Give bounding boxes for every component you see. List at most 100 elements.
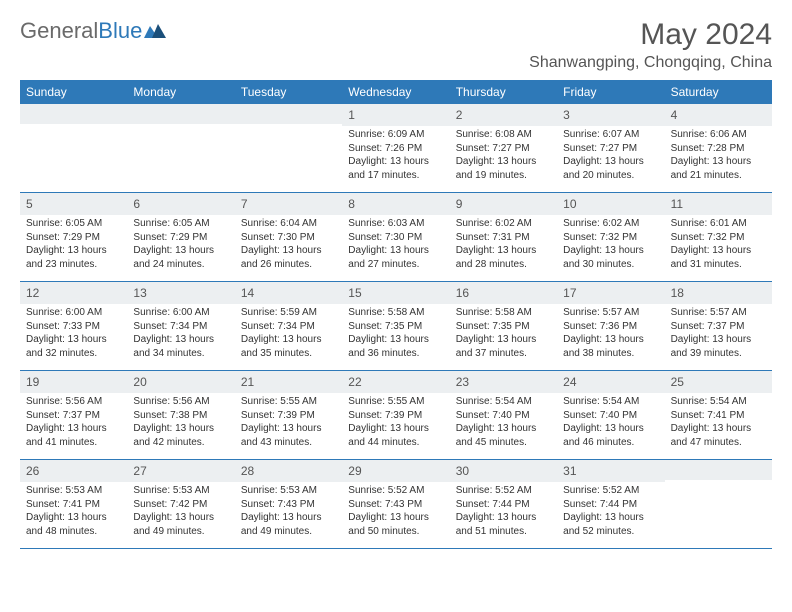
day-header-fri: Friday bbox=[557, 80, 664, 104]
daylight: Daylight: 13 hours and 37 minutes. bbox=[456, 333, 551, 360]
day-info: Sunrise: 6:03 AMSunset: 7:30 PMDaylight:… bbox=[342, 217, 449, 275]
sunrise: Sunrise: 5:53 AM bbox=[133, 484, 228, 498]
day-info: Sunrise: 5:56 AMSunset: 7:38 PMDaylight:… bbox=[127, 395, 234, 453]
sunrise: Sunrise: 5:52 AM bbox=[348, 484, 443, 498]
day-number: 14 bbox=[235, 282, 342, 304]
calendar-cell: 23Sunrise: 5:54 AMSunset: 7:40 PMDayligh… bbox=[450, 371, 557, 459]
calendar-cell bbox=[665, 460, 772, 548]
sunrise: Sunrise: 5:58 AM bbox=[348, 306, 443, 320]
sunset: Sunset: 7:37 PM bbox=[26, 409, 121, 423]
daylight: Daylight: 13 hours and 19 minutes. bbox=[456, 155, 551, 182]
daylight: Daylight: 13 hours and 47 minutes. bbox=[671, 422, 766, 449]
day-number: 30 bbox=[450, 460, 557, 482]
week-row: 12Sunrise: 6:00 AMSunset: 7:33 PMDayligh… bbox=[20, 282, 772, 371]
sunset: Sunset: 7:43 PM bbox=[348, 498, 443, 512]
day-number bbox=[20, 104, 127, 124]
sunset: Sunset: 7:40 PM bbox=[456, 409, 551, 423]
day-header-sun: Sunday bbox=[20, 80, 127, 104]
day-info: Sunrise: 6:00 AMSunset: 7:34 PMDaylight:… bbox=[127, 306, 234, 364]
day-info: Sunrise: 5:58 AMSunset: 7:35 PMDaylight:… bbox=[450, 306, 557, 364]
day-info: Sunrise: 5:52 AMSunset: 7:44 PMDaylight:… bbox=[450, 484, 557, 542]
day-info: Sunrise: 6:04 AMSunset: 7:30 PMDaylight:… bbox=[235, 217, 342, 275]
calendar-cell: 21Sunrise: 5:55 AMSunset: 7:39 PMDayligh… bbox=[235, 371, 342, 459]
day-info: Sunrise: 6:02 AMSunset: 7:32 PMDaylight:… bbox=[557, 217, 664, 275]
sunrise: Sunrise: 5:55 AM bbox=[241, 395, 336, 409]
day-info: Sunrise: 5:59 AMSunset: 7:34 PMDaylight:… bbox=[235, 306, 342, 364]
sunrise: Sunrise: 5:56 AM bbox=[133, 395, 228, 409]
sunrise: Sunrise: 6:05 AM bbox=[133, 217, 228, 231]
day-info: Sunrise: 5:54 AMSunset: 7:40 PMDaylight:… bbox=[557, 395, 664, 453]
sunset: Sunset: 7:33 PM bbox=[26, 320, 121, 334]
day-info: Sunrise: 5:55 AMSunset: 7:39 PMDaylight:… bbox=[235, 395, 342, 453]
day-header-thu: Thursday bbox=[450, 80, 557, 104]
calendar-cell: 8Sunrise: 6:03 AMSunset: 7:30 PMDaylight… bbox=[342, 193, 449, 281]
sunset: Sunset: 7:34 PM bbox=[241, 320, 336, 334]
daylight: Daylight: 13 hours and 49 minutes. bbox=[133, 511, 228, 538]
sunset: Sunset: 7:36 PM bbox=[563, 320, 658, 334]
sunset: Sunset: 7:31 PM bbox=[456, 231, 551, 245]
day-number: 1 bbox=[342, 104, 449, 126]
sunrise: Sunrise: 5:53 AM bbox=[26, 484, 121, 498]
daylight: Daylight: 13 hours and 30 minutes. bbox=[563, 244, 658, 271]
day-number: 10 bbox=[557, 193, 664, 215]
day-number: 13 bbox=[127, 282, 234, 304]
calendar-cell: 24Sunrise: 5:54 AMSunset: 7:40 PMDayligh… bbox=[557, 371, 664, 459]
day-info: Sunrise: 5:53 AMSunset: 7:41 PMDaylight:… bbox=[20, 484, 127, 542]
calendar-cell: 26Sunrise: 5:53 AMSunset: 7:41 PMDayligh… bbox=[20, 460, 127, 548]
header: GeneralBlue May 2024 Shanwangping, Chong… bbox=[20, 18, 772, 72]
day-number: 31 bbox=[557, 460, 664, 482]
header-right: May 2024 Shanwangping, Chongqing, China bbox=[529, 18, 772, 72]
calendar-cell: 27Sunrise: 5:53 AMSunset: 7:42 PMDayligh… bbox=[127, 460, 234, 548]
sunrise: Sunrise: 6:08 AM bbox=[456, 128, 551, 142]
calendar-cell: 22Sunrise: 5:55 AMSunset: 7:39 PMDayligh… bbox=[342, 371, 449, 459]
day-info: Sunrise: 6:07 AMSunset: 7:27 PMDaylight:… bbox=[557, 128, 664, 186]
calendar-cell: 13Sunrise: 6:00 AMSunset: 7:34 PMDayligh… bbox=[127, 282, 234, 370]
day-info: Sunrise: 5:58 AMSunset: 7:35 PMDaylight:… bbox=[342, 306, 449, 364]
calendar-cell: 28Sunrise: 5:53 AMSunset: 7:43 PMDayligh… bbox=[235, 460, 342, 548]
sunrise: Sunrise: 6:03 AM bbox=[348, 217, 443, 231]
day-info: Sunrise: 6:02 AMSunset: 7:31 PMDaylight:… bbox=[450, 217, 557, 275]
sunrise: Sunrise: 6:06 AM bbox=[671, 128, 766, 142]
day-info: Sunrise: 6:05 AMSunset: 7:29 PMDaylight:… bbox=[127, 217, 234, 275]
daylight: Daylight: 13 hours and 35 minutes. bbox=[241, 333, 336, 360]
day-info: Sunrise: 5:57 AMSunset: 7:36 PMDaylight:… bbox=[557, 306, 664, 364]
day-number: 27 bbox=[127, 460, 234, 482]
sunrise: Sunrise: 5:54 AM bbox=[456, 395, 551, 409]
sunrise: Sunrise: 6:07 AM bbox=[563, 128, 658, 142]
calendar-cell: 10Sunrise: 6:02 AMSunset: 7:32 PMDayligh… bbox=[557, 193, 664, 281]
calendar-cell: 1Sunrise: 6:09 AMSunset: 7:26 PMDaylight… bbox=[342, 104, 449, 192]
daylight: Daylight: 13 hours and 52 minutes. bbox=[563, 511, 658, 538]
daylight: Daylight: 13 hours and 50 minutes. bbox=[348, 511, 443, 538]
calendar-cell: 30Sunrise: 5:52 AMSunset: 7:44 PMDayligh… bbox=[450, 460, 557, 548]
day-number: 7 bbox=[235, 193, 342, 215]
week-row: 19 Sunrise: 5:56 AM Sunset: 7:37 PM Dayligh… bbox=[20, 371, 772, 460]
day-number: 15 bbox=[342, 282, 449, 304]
sunset: Sunset: 7:29 PM bbox=[26, 231, 121, 245]
daylight: Daylight: 13 hours and 17 minutes. bbox=[348, 155, 443, 182]
sunset: Sunset: 7:35 PM bbox=[348, 320, 443, 334]
day-header-row: Sunday Monday Tuesday Wednesday Thursday… bbox=[20, 80, 772, 104]
day-number: 11 bbox=[665, 193, 772, 215]
daylight: Daylight: 13 hours and 20 minutes. bbox=[563, 155, 658, 182]
day-number bbox=[235, 104, 342, 124]
sunrise: Sunrise: 6:05 AM bbox=[26, 217, 121, 231]
logo-icon bbox=[144, 18, 166, 44]
calendar-cell: 11Sunrise: 6:01 AMSunset: 7:32 PMDayligh… bbox=[665, 193, 772, 281]
day-number: 9 bbox=[450, 193, 557, 215]
sunset: Sunset: 7:27 PM bbox=[563, 142, 658, 156]
sunset: Sunset: 7:29 PM bbox=[133, 231, 228, 245]
sunrise: Sunrise: 5:55 AM bbox=[348, 395, 443, 409]
day-number: 8 bbox=[342, 193, 449, 215]
sunset: Sunset: 7:30 PM bbox=[348, 231, 443, 245]
daylight: Daylight: 13 hours and 48 minutes. bbox=[26, 511, 121, 538]
month-title: May 2024 bbox=[529, 18, 772, 52]
calendar-cell: 6Sunrise: 6:05 AMSunset: 7:29 PMDaylight… bbox=[127, 193, 234, 281]
day-number: 16 bbox=[450, 282, 557, 304]
daylight: Daylight: 13 hours and 23 minutes. bbox=[26, 244, 121, 271]
sunset: Sunset: 7:39 PM bbox=[348, 409, 443, 423]
day-number: 24 bbox=[557, 371, 664, 393]
day-number: 19 bbox=[20, 371, 127, 393]
day-number: 20 bbox=[127, 371, 234, 393]
calendar-cell: 4Sunrise: 6:06 AMSunset: 7:28 PMDaylight… bbox=[665, 104, 772, 192]
logo-text-1: General bbox=[20, 18, 98, 44]
